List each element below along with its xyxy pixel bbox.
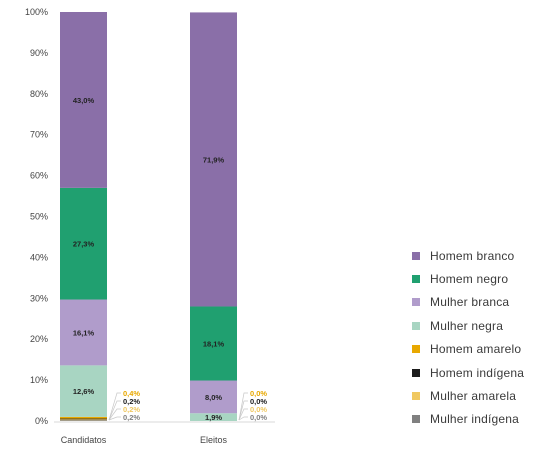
legend-label: Homem amarelo xyxy=(430,342,522,357)
data-label: 18,1% xyxy=(203,339,225,348)
data-label: 12,6% xyxy=(73,387,95,396)
legend-swatch xyxy=(412,415,420,424)
bar-segment xyxy=(60,418,107,420)
legend-swatch xyxy=(412,345,420,354)
legend-label: Homem indígena xyxy=(430,365,525,380)
legend-item: Mulher indígena xyxy=(412,408,524,431)
x-tick-label: Eleitos xyxy=(200,435,228,445)
y-tick-label: 50% xyxy=(30,212,48,222)
legend-label: Mulher amarela xyxy=(430,389,517,404)
callout-label: 0,0% xyxy=(250,413,267,422)
legend-item: Homem branco xyxy=(412,244,524,267)
bar-segment xyxy=(190,380,237,414)
bar-segment xyxy=(60,419,107,421)
callout-line xyxy=(108,408,121,421)
legend-swatch xyxy=(412,275,420,284)
data-label: 8,0% xyxy=(205,393,222,402)
y-tick-label: 10% xyxy=(30,375,48,385)
callout-label: 0,2% xyxy=(123,405,140,414)
y-tick-label: 40% xyxy=(30,252,48,262)
legend-item: Mulher branca xyxy=(412,291,524,314)
legend-label: Mulher negra xyxy=(430,318,504,333)
callout-label: 0,0% xyxy=(250,405,267,414)
callout-label: 0,2% xyxy=(123,413,140,422)
data-label: 27,3% xyxy=(73,240,95,249)
y-tick-label: 80% xyxy=(30,89,48,99)
bar-segment xyxy=(60,187,107,300)
y-tick-label: 60% xyxy=(30,171,48,181)
callout-label: 0,4% xyxy=(123,389,140,398)
y-tick-label: 70% xyxy=(30,130,48,140)
legend-item: Homem negro xyxy=(412,267,524,290)
bar-segment xyxy=(60,299,107,366)
data-label: 43,0% xyxy=(73,96,95,105)
legend-swatch xyxy=(412,298,420,307)
bar-segment xyxy=(60,420,107,421)
legend-item: Mulher amarela xyxy=(412,384,524,407)
bar-segment xyxy=(60,365,107,417)
callout-label: 0,0% xyxy=(250,397,267,406)
legend-item: Mulher negra xyxy=(412,314,524,337)
callout-line xyxy=(238,416,248,421)
y-tick-label: 30% xyxy=(30,293,48,303)
data-label: 71,9% xyxy=(203,155,225,164)
legend-label: Mulher branca xyxy=(430,295,510,310)
legend-swatch xyxy=(412,392,420,401)
y-tick-label: 0% xyxy=(35,416,48,426)
callout-line xyxy=(108,416,121,421)
legend-item: Homem indígena xyxy=(412,361,524,384)
y-tick-label: 90% xyxy=(30,48,48,58)
legend-label: Homem branco xyxy=(430,248,515,263)
x-tick-label: Candidatos xyxy=(61,435,107,445)
legend-item: Homem amarelo xyxy=(412,338,524,361)
callout-label: 0,0% xyxy=(250,389,267,398)
legend-swatch xyxy=(412,251,420,260)
bar-segment xyxy=(190,306,237,381)
data-label: 16,1% xyxy=(73,328,95,337)
y-tick-label: 100% xyxy=(25,7,48,17)
callout-label: 0,2% xyxy=(123,397,140,406)
legend-swatch xyxy=(412,368,420,377)
callout-line xyxy=(238,400,248,421)
chart-legend: Homem branco Homem negro Mulher branca Mulh… xyxy=(412,244,524,431)
callout-line xyxy=(238,392,248,421)
legend-label: Homem negro xyxy=(430,272,509,287)
bar-segment xyxy=(190,413,237,421)
legend-label: Mulher indígena xyxy=(430,412,520,427)
bar-segment xyxy=(190,12,237,307)
data-label: 1,9% xyxy=(205,413,222,422)
callout-line xyxy=(108,400,121,421)
bar-segment xyxy=(60,416,107,419)
callout-line xyxy=(108,392,121,421)
y-tick-label: 20% xyxy=(30,334,48,344)
callout-line xyxy=(238,408,248,421)
legend-swatch xyxy=(412,321,420,330)
bar-segment xyxy=(60,12,107,188)
